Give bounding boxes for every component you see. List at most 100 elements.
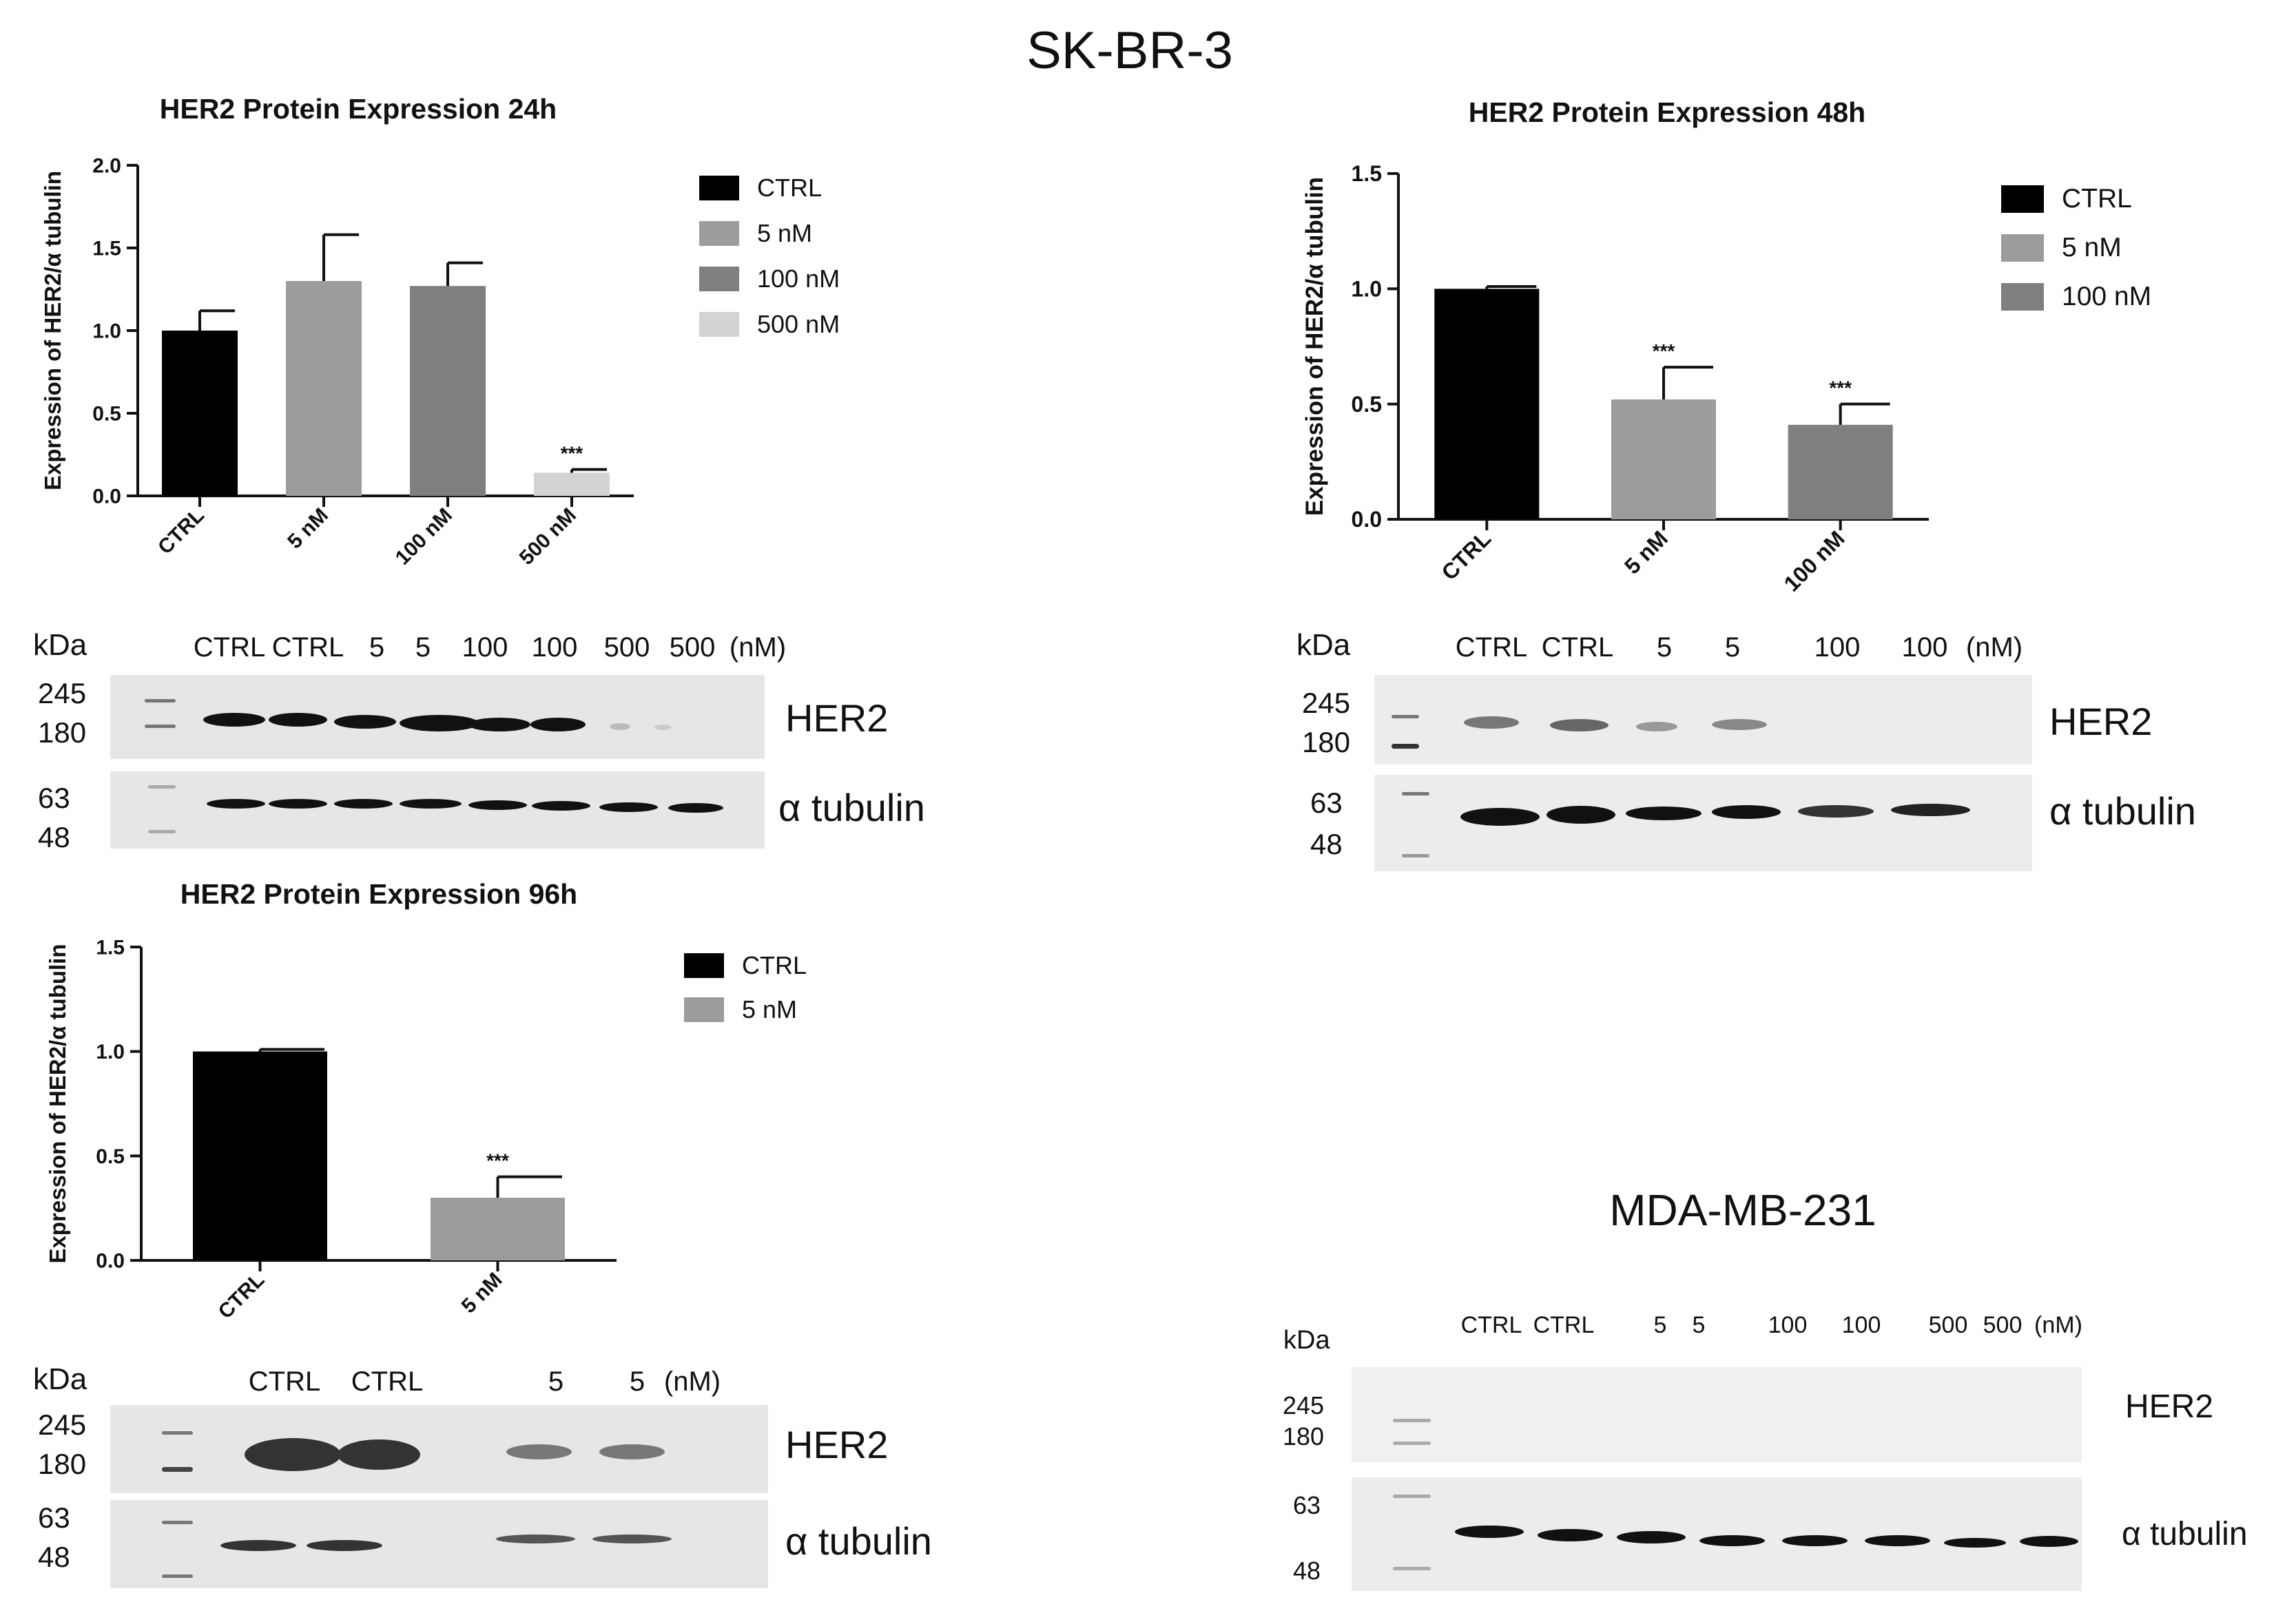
lane-label: CTRL [1460, 1312, 1522, 1338]
ladder-marker [1393, 1442, 1431, 1445]
legend-label: CTRL [757, 174, 823, 202]
ladder-marker [1393, 1419, 1431, 1422]
blot-band [668, 803, 723, 813]
blot-band [1455, 1526, 1524, 1538]
bar-chart-24h: 0.0 0.5 1.0 1.5 2.0 Expression of HER2/α tubu… [40, 155, 634, 570]
ladder-marker [1392, 744, 1419, 749]
blot-band [592, 1535, 672, 1543]
ladder-marker [145, 699, 176, 703]
blot-band [203, 713, 265, 727]
legend-swatch [2001, 233, 2044, 262]
blot-tubulin-24h [110, 771, 765, 849]
lane-label: 100 [462, 632, 508, 663]
y-tick-label: 1.5 [96, 937, 125, 959]
lane-label: 100 [1901, 632, 1948, 663]
lane-label: 5 [1692, 1312, 1706, 1338]
protein-label: α tubulin [778, 786, 925, 829]
y-tick-label: 1.0 [92, 320, 121, 343]
bar [1434, 289, 1540, 519]
legend-label: 500 nM [757, 310, 840, 338]
blot-band [1636, 722, 1677, 731]
bar [286, 281, 362, 496]
lane-label: CTRL [271, 632, 344, 663]
lane-label: 500 [1928, 1312, 1968, 1338]
bar [1788, 424, 1893, 519]
blot-band [269, 799, 327, 809]
unit-label: (nM) [1965, 632, 2023, 663]
blot-band [245, 1438, 341, 1471]
blot-band [530, 718, 586, 731]
blot-band [334, 715, 396, 729]
legend-label: 100 nM [2062, 281, 2152, 311]
chart-title-96h: HER2 Protein Expression 96h [180, 878, 578, 910]
legend-item: 100 nM [2001, 272, 2151, 321]
blot-band [1464, 716, 1519, 729]
y-tick-label: 1.5 [1352, 161, 1382, 186]
ladder-marker [162, 1431, 193, 1435]
y-tick-label: 1.0 [1352, 277, 1382, 302]
unit-label: (nM) [663, 1366, 721, 1397]
blot-her2-48h [1374, 675, 2032, 764]
legend-label: 100 nM [757, 264, 840, 293]
blot-band [1865, 1535, 1930, 1546]
mw-label: 48 [38, 821, 70, 853]
bar [1611, 399, 1716, 519]
ladder-marker [1402, 792, 1429, 795]
legend-item: 5 nM [2001, 223, 2151, 272]
y-tick-label: 0.0 [96, 1250, 125, 1273]
bar [193, 1051, 327, 1260]
x-tick-label: 5 nM [457, 1269, 507, 1318]
legend-item: 5 nM [699, 211, 840, 256]
lane-label: 5 [548, 1366, 564, 1397]
lane-label: 500 [1983, 1312, 2023, 1338]
legend-48h: CTRL 5 nM 100 nM [2001, 174, 2151, 321]
bar [410, 286, 486, 496]
lane-label: 5 [1656, 632, 1673, 663]
legend-item: 100 nM [699, 256, 840, 302]
y-axis-label: Expression of HER2/α tubulin [40, 171, 65, 490]
y-axis-label: Expression of HER2/α tubulin [45, 944, 70, 1264]
lane-label: CTRL [1533, 1312, 1595, 1338]
y-tick-label: 0.5 [96, 1145, 125, 1168]
blot-band [2020, 1536, 2078, 1547]
blot-band [468, 718, 530, 731]
blot-tubulin-mda [1352, 1477, 2082, 1591]
mw-label: 180 [1302, 726, 1351, 758]
figure-title: SK-BR-3 [1026, 21, 1233, 80]
blot-band [220, 1540, 296, 1551]
blot-band [1617, 1531, 1686, 1543]
legend-swatch [699, 221, 739, 246]
blot-band [1782, 1535, 1848, 1546]
lane-label: CTRL [193, 632, 266, 663]
chart-title-24h: HER2 Protein Expression 24h [159, 93, 557, 125]
lane-label: CTRL [1541, 632, 1614, 663]
lane-label: CTRL [351, 1366, 424, 1397]
mw-label: 180 [1283, 1422, 1325, 1450]
blot-band [610, 723, 630, 730]
lane-label: 100 [1841, 1312, 1881, 1338]
blot-band [1944, 1538, 2006, 1548]
blot-band [1712, 805, 1781, 819]
legend-96h: CTRL 5 nM [684, 944, 807, 1032]
blot-band [400, 799, 462, 809]
blot-band [496, 1535, 575, 1543]
legend-item: CTRL [699, 165, 840, 211]
protein-label: α tubulin [785, 1519, 932, 1563]
blot-band [334, 799, 393, 809]
legend-item: CTRL [2001, 174, 2151, 223]
mw-label: 245 [1302, 687, 1351, 719]
blot-band [599, 802, 658, 812]
blot-band [1538, 1529, 1603, 1541]
blot-band [1547, 806, 1615, 824]
ladder-marker [148, 785, 176, 789]
blot-band [506, 1444, 572, 1459]
blot-band [1626, 807, 1702, 820]
blot-band [532, 801, 590, 811]
blot-band [599, 1444, 665, 1459]
protein-label: HER2 [785, 696, 889, 740]
chart-title-48h: HER2 Protein Expression 48h [1468, 96, 1866, 128]
mw-label: 63 [1293, 1491, 1321, 1519]
lane-label: 5 [369, 632, 385, 663]
bar-chart-96h: 0.0 0.5 1.0 1.5 Expression of HER2/α tubulin… [45, 937, 617, 1324]
protein-label: HER2 [785, 1423, 889, 1466]
